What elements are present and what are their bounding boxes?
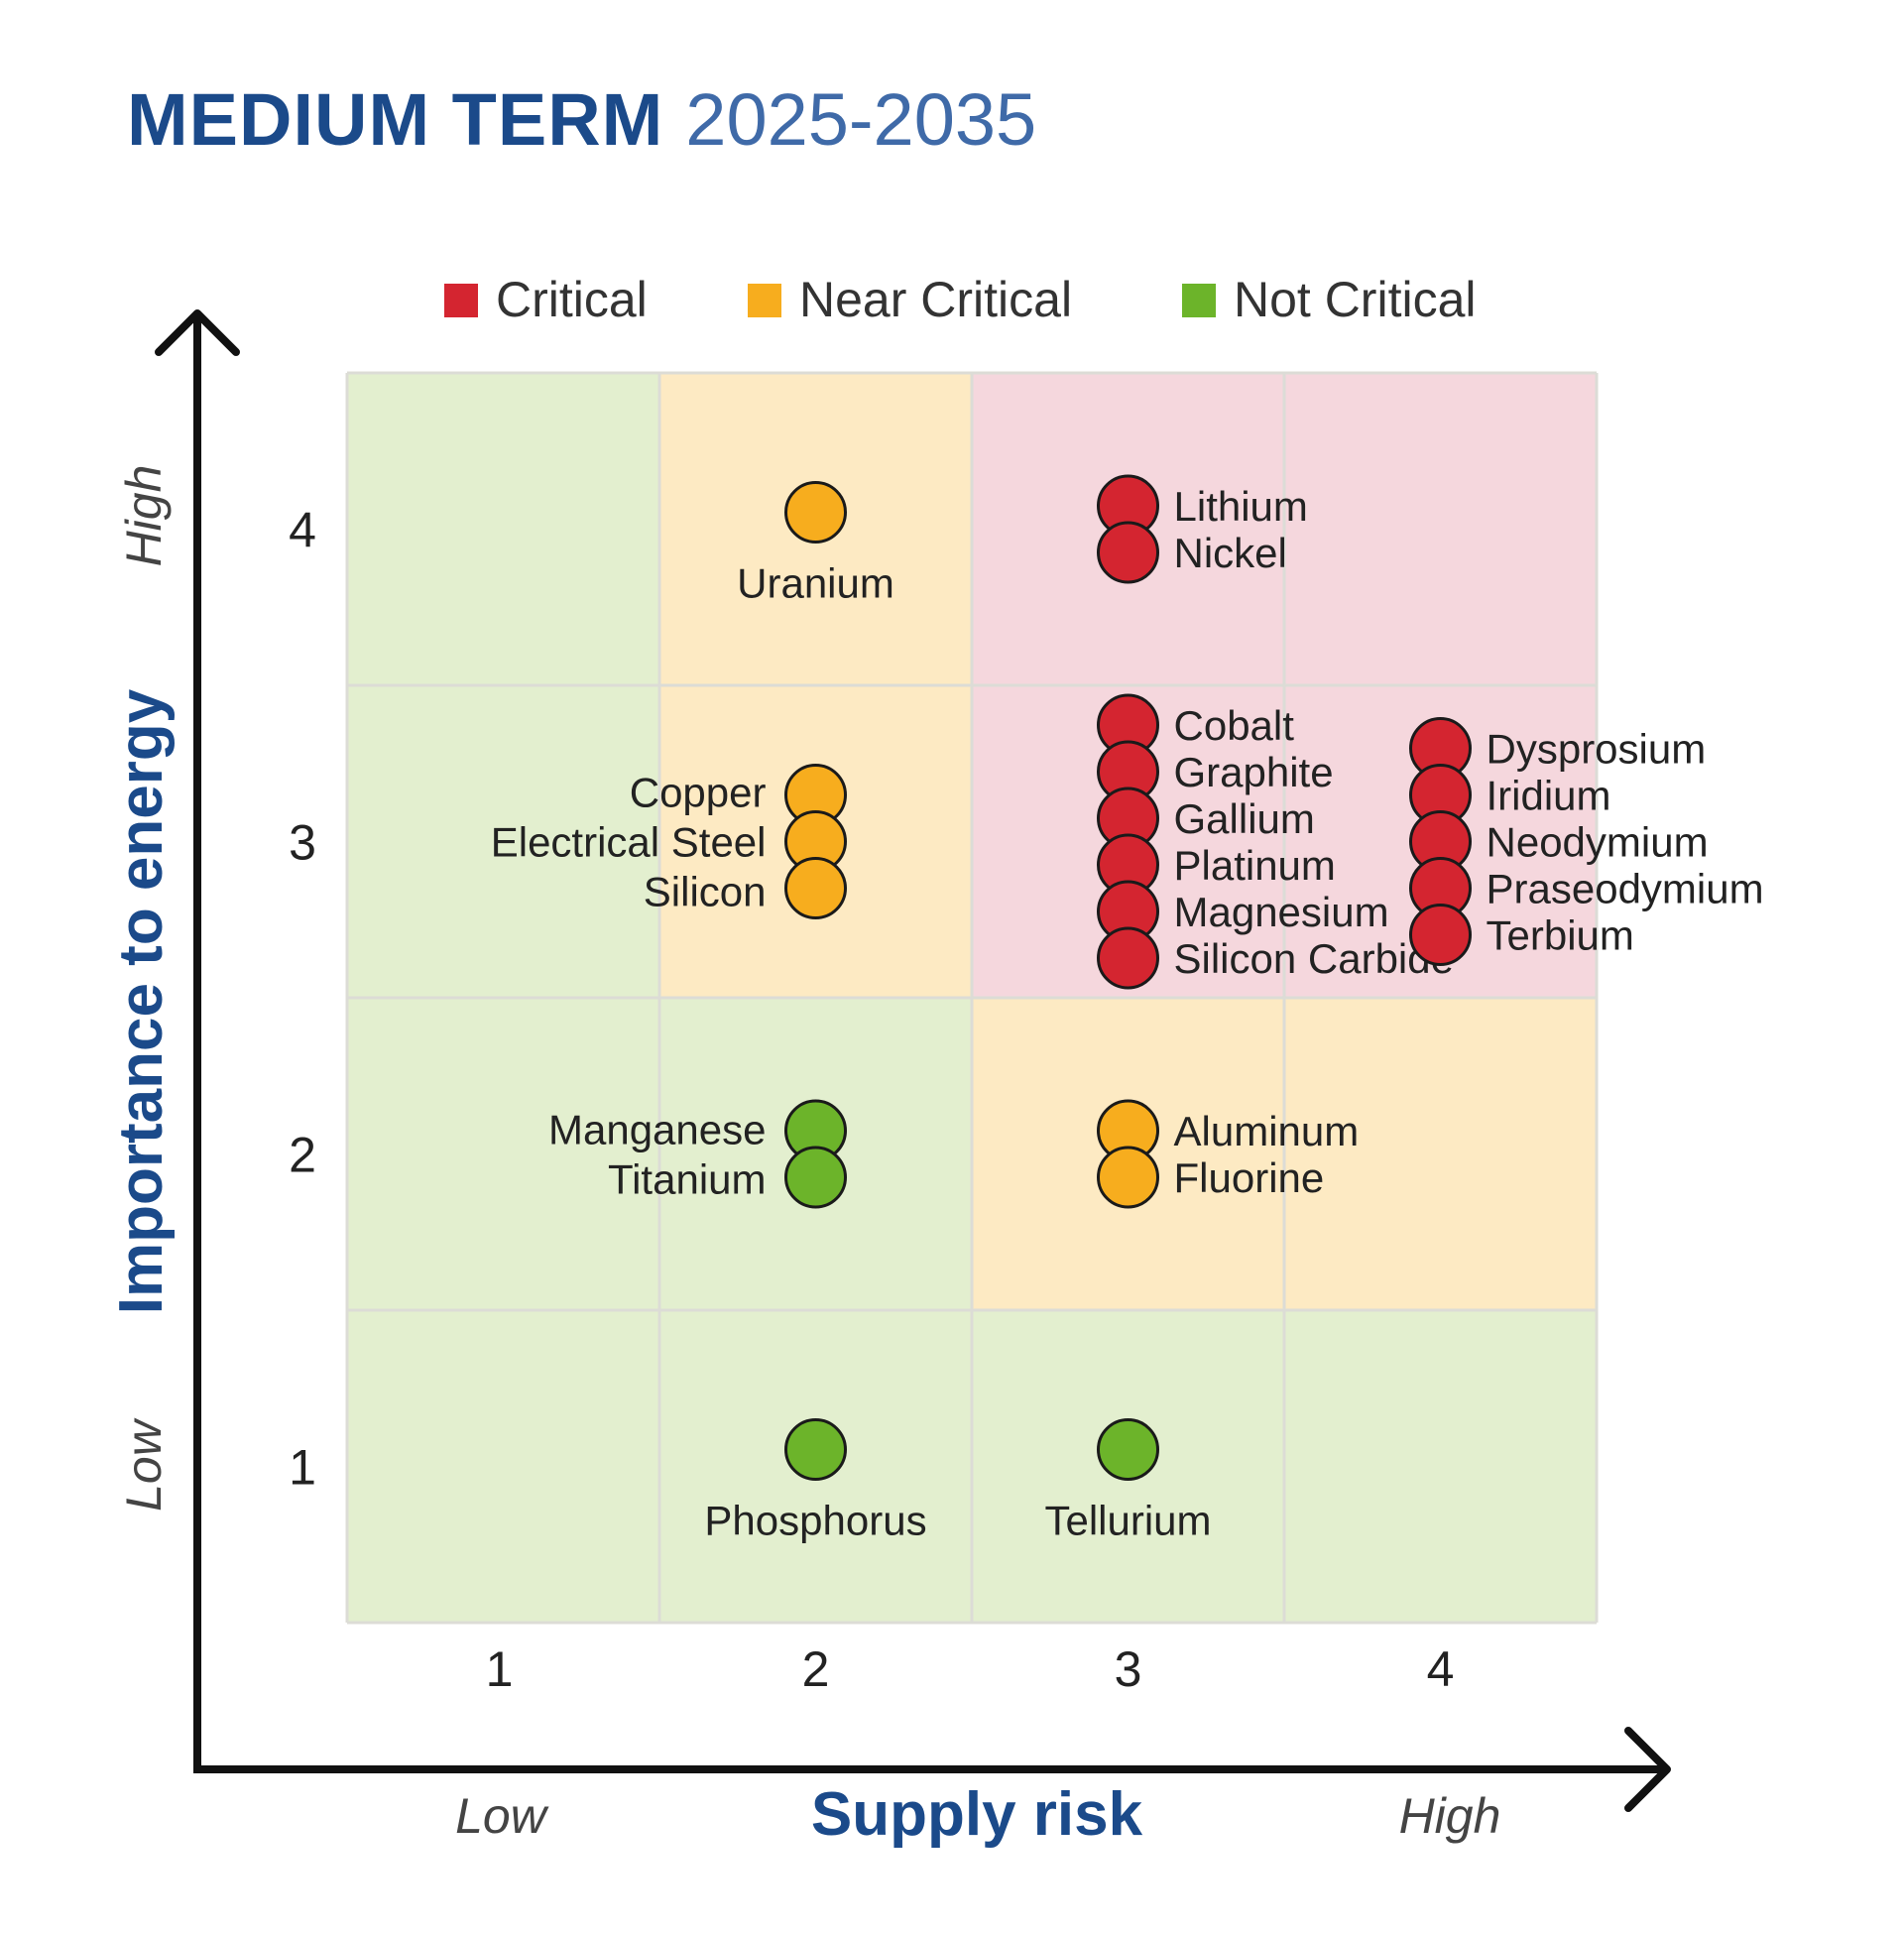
data-label-fluorine: Fluorine: [1174, 1154, 1325, 1201]
y-axis-low-label: Low: [116, 1417, 172, 1512]
data-label-silicon: Silicon: [644, 869, 767, 915]
data-label-uranium: Uranium: [737, 560, 894, 607]
data-label-iridium: Iridium: [1487, 773, 1611, 819]
chart-title: MEDIUM TERM 2025-2035: [127, 83, 1036, 157]
data-label-dysprosium: Dysprosium: [1487, 726, 1707, 773]
data-point-terbium: [1409, 904, 1472, 966]
data-label-aluminum: Aluminum: [1174, 1108, 1360, 1154]
data-label-tellurium: Tellurium: [1044, 1498, 1211, 1544]
y-tick-label-3: 3: [289, 815, 316, 871]
data-point-uranium: [784, 481, 847, 544]
x-tick-label-2: 2: [802, 1641, 830, 1697]
x-axis-title: Supply risk: [811, 1780, 1143, 1849]
data-label-titanium: Titanium: [608, 1156, 767, 1203]
chart-title-years: 2025-2035: [685, 78, 1037, 161]
data-label-cobalt: Cobalt: [1174, 702, 1295, 749]
y-tick-label-1: 1: [289, 1440, 316, 1496]
data-point-nickel: [1097, 521, 1159, 584]
data-label-gallium: Gallium: [1174, 795, 1315, 842]
data-point-silicon: [784, 857, 847, 919]
data-label-platinum: Platinum: [1174, 842, 1336, 889]
y-axis-arrow-icon: [155, 309, 240, 356]
data-label-copper: Copper: [630, 770, 767, 816]
legend-swatch-near-critical: [748, 284, 781, 317]
y-axis-title: Importance to energy: [107, 688, 176, 1314]
legend-label-near-critical: Near Critical: [799, 272, 1072, 327]
data-label-magnesium: Magnesium: [1174, 889, 1389, 935]
data-label-praseodymium: Praseodymium: [1487, 866, 1764, 912]
data-label-phosphorus: Phosphorus: [704, 1498, 926, 1544]
y-tick-label-2: 2: [289, 1128, 316, 1183]
legend-label-critical: Critical: [496, 272, 648, 327]
data-point-silicon-carbide: [1097, 926, 1159, 990]
x-tick-label-1: 1: [486, 1641, 514, 1697]
data-label-lithium: Lithium: [1174, 483, 1308, 530]
zone-cell-r4-c4: [1284, 1310, 1597, 1623]
zone-cell-r3-c1: [347, 998, 659, 1310]
data-label-graphite: Graphite: [1174, 749, 1334, 795]
x-axis-arrow-icon: [1624, 1727, 1671, 1812]
data-label-electrical-steel: Electrical Steel: [491, 819, 767, 866]
data-label-terbium: Terbium: [1487, 912, 1634, 959]
x-axis-high-label: High: [1399, 1788, 1501, 1844]
x-tick-label-3: 3: [1115, 1641, 1142, 1697]
x-axis-low-label: Low: [455, 1788, 549, 1844]
zone-cell-r3-c4: [1284, 998, 1597, 1310]
y-axis-high-label: High: [116, 465, 172, 567]
zone-cell-r4-c1: [347, 1310, 659, 1623]
data-point-phosphorus: [784, 1418, 847, 1481]
y-tick-label-4: 4: [289, 503, 316, 558]
zone-cell-r2-c1: [347, 685, 659, 998]
data-label-silicon-carbide: Silicon Carbide: [1174, 935, 1454, 982]
legend-swatch-not-critical: [1182, 284, 1216, 317]
x-tick-label-4: 4: [1427, 1641, 1455, 1697]
zone-cell-r1-c1: [347, 373, 659, 685]
legend-label-not-critical: Not Critical: [1234, 272, 1476, 327]
chart-title-bold: MEDIUM TERM: [127, 78, 664, 161]
data-label-neodymium: Neodymium: [1487, 819, 1709, 866]
data-label-manganese: Manganese: [548, 1107, 767, 1153]
data-point-tellurium: [1097, 1418, 1159, 1481]
zone-cell-r1-c4: [1284, 373, 1597, 685]
data-point-titanium: [784, 1146, 847, 1209]
data-point-fluorine: [1097, 1146, 1159, 1209]
legend-swatch-critical: [444, 284, 478, 317]
data-label-nickel: Nickel: [1174, 530, 1287, 576]
